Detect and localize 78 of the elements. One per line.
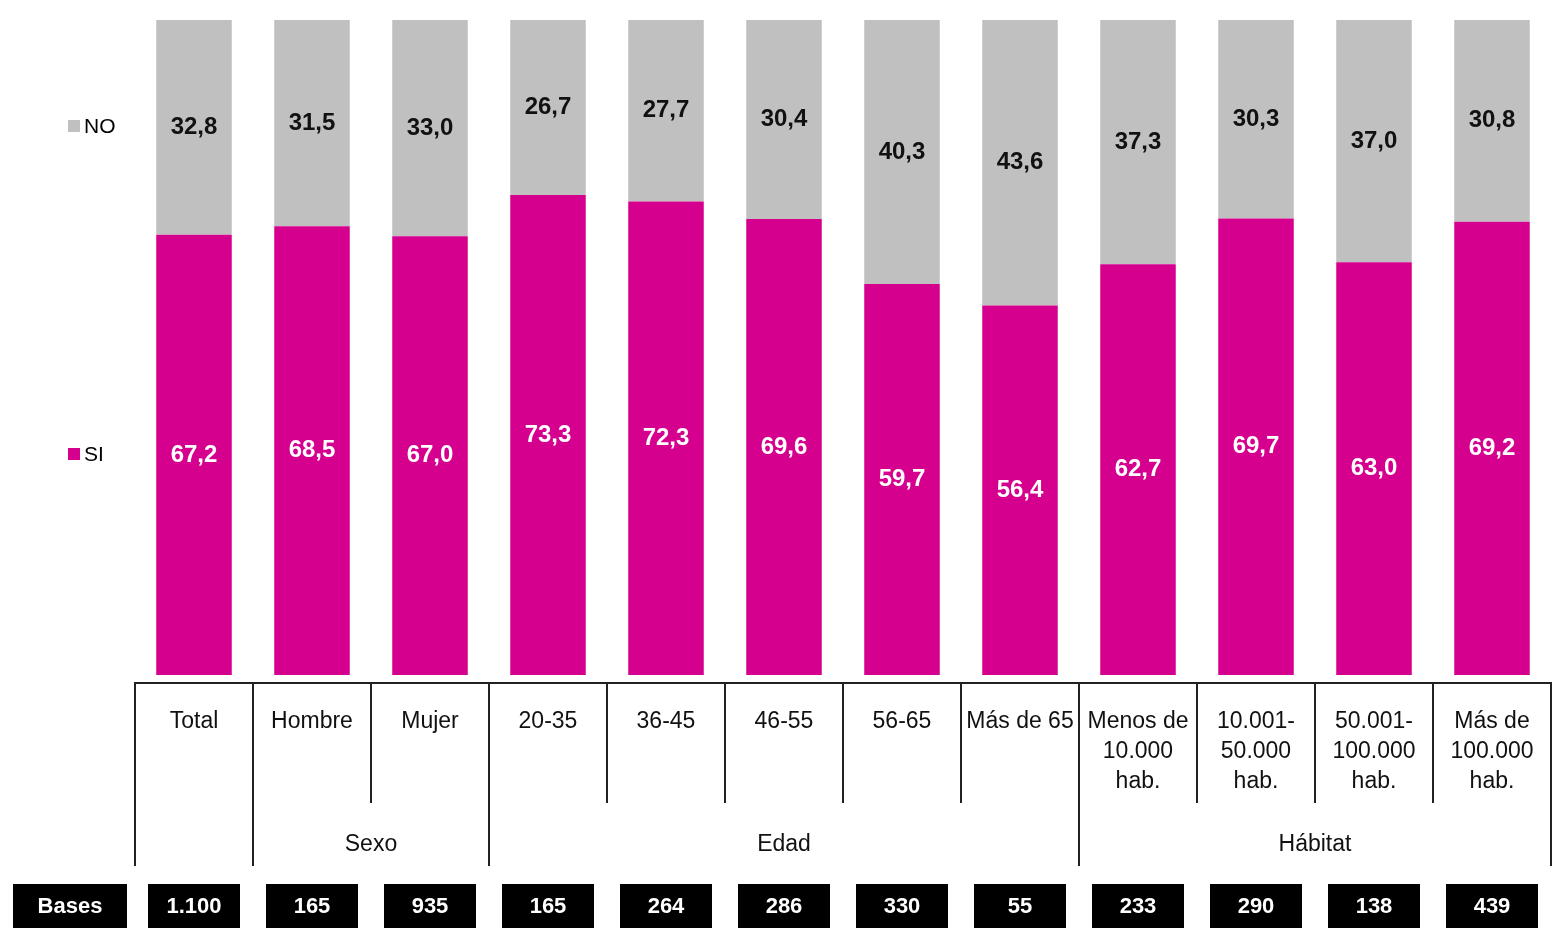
data-label: 69,6: [760, 431, 808, 459]
text: Bases: [13, 884, 127, 928]
text: 138: [1328, 884, 1420, 928]
data-label: 63,0: [1350, 453, 1398, 481]
x-tick-label: Más de 100.000 hab.: [1449, 706, 1535, 795]
bar: [1454, 20, 1530, 222]
text: Sexo: [343, 829, 399, 858]
text: 55: [974, 884, 1066, 928]
text: 935: [384, 884, 476, 928]
bar: [1100, 20, 1176, 265]
bar: [392, 236, 468, 675]
bar: [274, 226, 350, 675]
bar: [1218, 20, 1294, 219]
data-label: 69,7: [1232, 431, 1280, 459]
bar: [628, 201, 704, 675]
x-tick-label: 56-65: [871, 706, 933, 735]
data-label: 30,8: [1468, 105, 1516, 133]
bar: [628, 20, 704, 202]
data-label: 40,3: [878, 136, 926, 164]
bar: [156, 234, 232, 675]
data-label: 59,7: [878, 464, 926, 492]
data-label: 67,0: [406, 440, 454, 468]
x-tick-label: Total: [168, 706, 220, 735]
bar: [1336, 262, 1412, 675]
data-label: 68,5: [288, 435, 336, 463]
data-label: 67,2: [170, 439, 218, 467]
data-label: 27,7: [642, 95, 690, 123]
bar: [274, 20, 350, 227]
x-tick-label: Menos de 10.000 hab.: [1086, 706, 1190, 795]
text: 165: [266, 884, 358, 928]
bar: [1218, 218, 1294, 675]
data-label: 73,3: [524, 419, 572, 447]
x-tick-label: Más de 65: [965, 706, 1075, 735]
bar: [864, 20, 940, 284]
bar: [392, 20, 468, 237]
bar: [982, 20, 1058, 306]
text: 330: [856, 884, 948, 928]
bar: [982, 305, 1058, 675]
data-label: 30,3: [1232, 103, 1280, 131]
text: 1.100: [148, 884, 240, 928]
bar: [510, 20, 586, 195]
data-label: 32,8: [170, 112, 218, 140]
text: Edad: [756, 829, 812, 858]
x-tick-label: 10.001-50.000 hab.: [1216, 706, 1296, 795]
text: 286: [738, 884, 830, 928]
x-tick-label: Mujer: [400, 706, 460, 735]
text: 264: [620, 884, 712, 928]
bar: [864, 283, 940, 675]
text: 290: [1210, 884, 1302, 928]
text: 439: [1446, 884, 1538, 928]
bar: [1100, 264, 1176, 675]
text: Hábitat: [1277, 829, 1353, 858]
bar: [1454, 221, 1530, 675]
x-tick-label: 46-55: [753, 706, 815, 735]
data-label: 33,0: [406, 112, 454, 140]
data-label: 31,5: [288, 107, 336, 135]
x-tick-label: 36-45: [635, 706, 697, 735]
bar: [746, 20, 822, 220]
x-tick-label: 50.001-100.000 hab.: [1331, 706, 1417, 795]
x-tick-label: 20-35: [517, 706, 579, 735]
x-tick-label: Hombre: [270, 706, 354, 735]
text: 165: [502, 884, 594, 928]
text: 233: [1092, 884, 1184, 928]
data-label: 62,7: [1114, 454, 1162, 482]
data-label: 30,4: [760, 104, 808, 132]
data-label: 72,3: [642, 422, 690, 450]
data-label: 37,0: [1350, 125, 1398, 153]
bar: [1336, 20, 1412, 263]
legend-label: NO: [84, 114, 116, 139]
bar: [156, 20, 232, 235]
data-label: 69,2: [1468, 432, 1516, 460]
legend-label: SI: [84, 441, 104, 466]
data-label: 43,6: [996, 147, 1044, 175]
data-label: 56,4: [996, 474, 1044, 502]
data-label: 37,3: [1114, 126, 1162, 154]
bar: [746, 219, 822, 675]
bar: [510, 194, 586, 675]
data-label: 26,7: [524, 92, 572, 120]
